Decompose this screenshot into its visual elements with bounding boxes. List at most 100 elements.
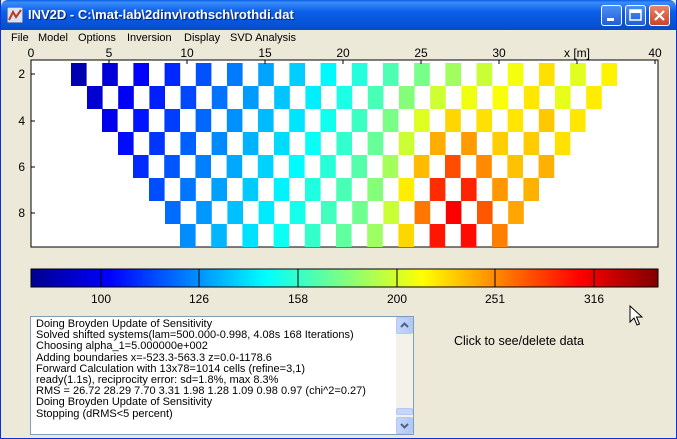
model-cell[interactable]: [305, 86, 321, 109]
model-cell[interactable]: [476, 109, 492, 132]
model-cell[interactable]: [258, 109, 274, 132]
model-cell[interactable]: [539, 63, 555, 86]
model-cell[interactable]: [258, 63, 274, 86]
menu-display[interactable]: Display: [184, 32, 221, 44]
model-cell[interactable]: [430, 132, 446, 155]
model-cell[interactable]: [460, 224, 477, 247]
model-cell[interactable]: [477, 201, 493, 224]
model-cell[interactable]: [367, 178, 383, 201]
model-cell[interactable]: [383, 201, 399, 224]
model-cell[interactable]: [273, 224, 290, 247]
model-cell[interactable]: [492, 132, 508, 155]
model-cell[interactable]: [180, 178, 196, 201]
model-cell[interactable]: [118, 132, 134, 155]
model-cell[interactable]: [367, 86, 384, 109]
model-cell[interactable]: [226, 109, 243, 132]
model-cell[interactable]: [304, 224, 321, 247]
model-cell[interactable]: [211, 86, 228, 109]
log-scrollbar[interactable]: [396, 317, 413, 434]
model-cell[interactable]: [149, 178, 165, 201]
model-cell[interactable]: [180, 132, 196, 155]
model-cell[interactable]: [492, 178, 508, 201]
model-cell[interactable]: [180, 86, 197, 109]
model-cell[interactable]: [289, 109, 305, 132]
model-cell[interactable]: [523, 132, 540, 155]
model-cell[interactable]: [242, 132, 259, 155]
model-cell[interactable]: [461, 86, 477, 109]
model-cell[interactable]: [523, 178, 539, 201]
scroll-down-button[interactable]: [396, 417, 413, 434]
model-cell[interactable]: [507, 63, 524, 86]
model-cell[interactable]: [242, 224, 258, 247]
model-cell[interactable]: [430, 86, 446, 109]
model-cell[interactable]: [321, 201, 337, 224]
model-cell[interactable]: [367, 224, 383, 247]
scroll-up-button[interactable]: [396, 317, 413, 334]
model-cell[interactable]: [414, 201, 431, 224]
model-cell[interactable]: [445, 109, 461, 132]
model-cell[interactable]: [414, 63, 430, 86]
model-cell[interactable]: [211, 178, 227, 201]
model-cell[interactable]: [226, 155, 243, 178]
model-cell[interactable]: [320, 63, 337, 86]
title-bar[interactable]: INV2D - C:\mat-lab\2dinv\rothsch\rothdi.…: [1, 0, 676, 30]
model-cell[interactable]: [274, 86, 290, 109]
model-cell[interactable]: [164, 109, 180, 132]
menu-model[interactable]: Model: [38, 32, 68, 44]
model-cell[interactable]: [180, 224, 196, 247]
model-cell[interactable]: [258, 201, 275, 224]
model-cell[interactable]: [320, 109, 336, 132]
model-cell[interactable]: [211, 132, 228, 155]
model-cell[interactable]: [102, 109, 118, 132]
minimize-button[interactable]: [601, 5, 622, 26]
model-cell[interactable]: [538, 109, 555, 132]
model-cell[interactable]: [274, 132, 290, 155]
model-cell[interactable]: [227, 63, 243, 86]
model-cell[interactable]: [523, 86, 540, 109]
menu-options[interactable]: Options: [78, 32, 116, 44]
model-cell[interactable]: [164, 63, 181, 86]
model-cell[interactable]: [429, 178, 446, 201]
model-cell[interactable]: [461, 132, 477, 155]
model-cell[interactable]: [102, 63, 118, 86]
model-cell[interactable]: [399, 86, 415, 109]
model-cell[interactable]: [570, 63, 586, 86]
model-cell[interactable]: [195, 109, 212, 132]
model-cell[interactable]: [195, 155, 211, 178]
model-cell[interactable]: [507, 109, 524, 132]
model-cell[interactable]: [164, 155, 180, 178]
model-cell[interactable]: [398, 224, 414, 247]
model-cell[interactable]: [445, 201, 462, 224]
model-cell[interactable]: [211, 224, 227, 247]
model-cell[interactable]: [383, 63, 399, 86]
model-cell[interactable]: [305, 178, 321, 201]
model-cell[interactable]: [555, 86, 571, 109]
model-cell[interactable]: [305, 132, 321, 155]
model-cell[interactable]: [242, 178, 259, 201]
model-cell[interactable]: [351, 63, 368, 86]
model-cell[interactable]: [476, 155, 492, 178]
model-cell[interactable]: [87, 86, 103, 109]
menu-inversion[interactable]: Inversion: [127, 32, 172, 44]
model-cell[interactable]: [149, 86, 165, 109]
model-cell[interactable]: [538, 155, 555, 178]
resistivity-section[interactable]: 0 5 10 15 20 25 30 x [m] 40 2 4 6 8: [18, 46, 662, 248]
model-cell[interactable]: [398, 132, 415, 155]
model-cell[interactable]: [429, 224, 446, 247]
model-cell[interactable]: [570, 109, 586, 132]
menu-svd-analysis[interactable]: SVD Analysis: [230, 32, 297, 44]
model-cell[interactable]: [492, 224, 508, 247]
model-cell[interactable]: [492, 86, 509, 109]
model-cell[interactable]: [133, 63, 149, 86]
model-cell[interactable]: [336, 178, 352, 201]
model-cell[interactable]: [445, 63, 461, 86]
menu-file[interactable]: File: [11, 32, 29, 44]
model-cell[interactable]: [273, 178, 290, 201]
model-cell[interactable]: [445, 155, 461, 178]
model-cell[interactable]: [586, 86, 602, 109]
model-cell[interactable]: [257, 155, 274, 178]
model-cell[interactable]: [601, 63, 617, 86]
model-cell[interactable]: [320, 155, 336, 178]
maximize-button[interactable]: [625, 5, 646, 26]
model-cell[interactable]: [227, 201, 243, 224]
